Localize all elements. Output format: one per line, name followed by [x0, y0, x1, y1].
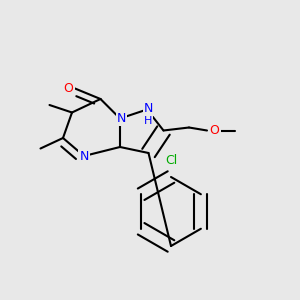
Text: H: H — [144, 116, 153, 126]
Text: Cl: Cl — [165, 154, 177, 167]
Text: O: O — [64, 82, 73, 95]
Text: N: N — [144, 101, 153, 115]
Text: O: O — [210, 124, 219, 137]
Text: N: N — [117, 112, 126, 125]
Text: N: N — [79, 149, 89, 163]
